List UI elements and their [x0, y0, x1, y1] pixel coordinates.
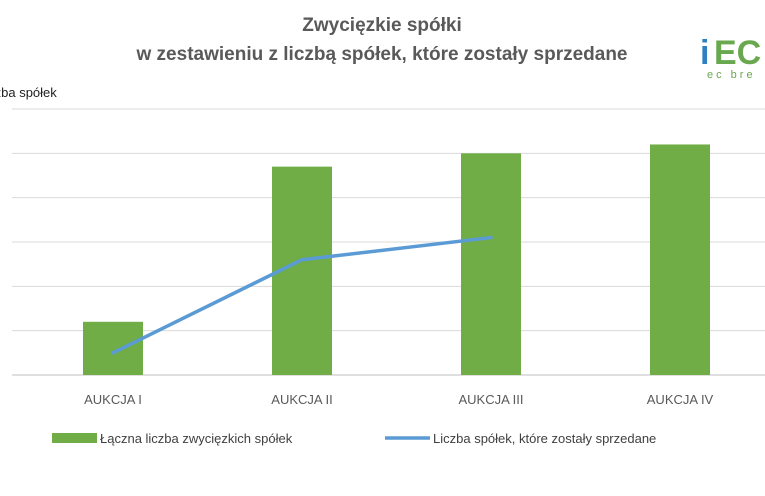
x-tick-label-3: AUKCJA III	[458, 392, 523, 407]
line-series	[111, 235, 493, 355]
logo-i: i	[700, 34, 709, 72]
logo: i EC ec bre	[700, 34, 761, 81]
line-point-3	[489, 236, 493, 240]
line-point-1	[111, 351, 115, 355]
logo-ec: EC	[714, 34, 761, 72]
x-tick-label-4: AUKCJA IV	[647, 392, 714, 407]
chart-title-line-2: w zestawieniu z liczbą spółek, które zos…	[136, 44, 628, 65]
bar-3	[461, 153, 521, 375]
bar-1	[83, 321, 143, 375]
legend: Łączna liczba zwycięzkich spółek Liczba s…	[52, 431, 656, 446]
y-axis-label: Liczba spółek	[0, 85, 57, 100]
legend-swatch-bars	[52, 433, 97, 443]
x-tick-labels: AUKCJA I AUKCJA II AUKCJA III AUKCJA IV	[84, 392, 713, 407]
bar-4	[650, 144, 710, 375]
legend-label-2: Liczba spółek, które zostały sprzedane	[433, 431, 656, 446]
x-tick-label-1: AUKCJA I	[84, 392, 142, 407]
chart-title-line-1: Zwycięzkie spółki	[302, 15, 461, 36]
x-tick-label-2: AUKCJA II	[271, 392, 332, 407]
legend-label-1: Łączna liczba zwycięzkich spółek	[100, 431, 293, 446]
logo-subtext: ec bre	[707, 69, 756, 81]
bar-series	[83, 144, 710, 375]
line-point-2	[300, 258, 304, 262]
